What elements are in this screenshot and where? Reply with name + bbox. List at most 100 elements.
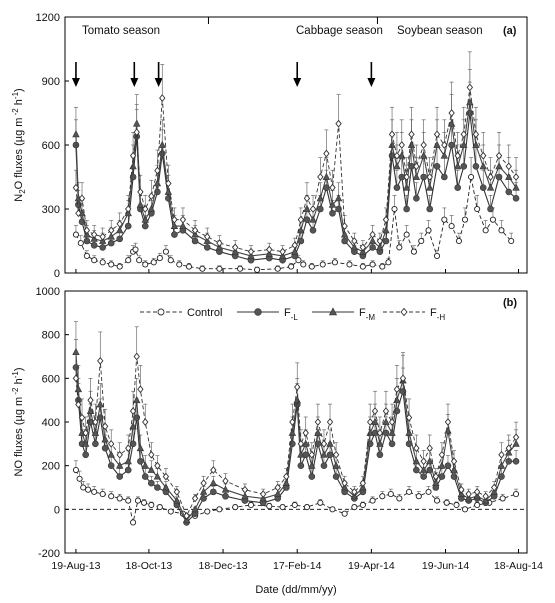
data-point (130, 519, 137, 526)
data-point (157, 308, 165, 316)
data-point (316, 194, 325, 202)
x-tick-label: 18-Dec-13 (199, 560, 248, 572)
data-point (371, 407, 379, 415)
data-point (320, 439, 328, 448)
data-point (359, 501, 366, 509)
legend-label: F-M (359, 307, 375, 322)
legend-item: Control (140, 307, 222, 319)
data-point (133, 352, 140, 361)
data-point (495, 173, 503, 181)
data-point (85, 486, 92, 493)
x-tick-label: 19-Aug-13 (51, 560, 100, 572)
data-point (142, 205, 149, 213)
data-point (425, 227, 432, 234)
data-point (108, 493, 115, 500)
data-point (289, 418, 296, 426)
data-point (413, 195, 420, 202)
panel-b-tag: (b) (503, 297, 517, 309)
data-point (200, 479, 207, 488)
data-point (183, 511, 190, 520)
data-point (426, 183, 434, 191)
data-point (82, 429, 89, 437)
data-point (72, 466, 79, 474)
data-point (309, 215, 317, 223)
data-point (78, 194, 86, 203)
data-point (297, 462, 305, 469)
data-point (129, 407, 137, 415)
data-point (154, 166, 161, 175)
data-point (388, 428, 396, 436)
panel-a-tag: (a) (503, 25, 517, 37)
data-point (191, 505, 199, 513)
data-point (97, 356, 104, 365)
data-point (319, 261, 326, 268)
x-tick-label: 19-Apr-14 (348, 560, 395, 572)
data-point (129, 422, 137, 430)
data-point (497, 461, 506, 469)
series-line (75, 356, 517, 518)
data-point (376, 237, 384, 245)
season-label-cabbage: Cabbage season (296, 25, 383, 37)
data-point (108, 439, 115, 448)
data-point (125, 497, 132, 504)
data-point (402, 183, 411, 191)
data-point (433, 252, 441, 259)
data-point (482, 227, 489, 234)
data-point (465, 490, 472, 498)
data-point (282, 478, 290, 487)
series-f-h (72, 326, 520, 520)
data-point (438, 450, 446, 459)
data-point (512, 195, 520, 202)
data-point (288, 263, 295, 270)
y-tick-label: 900 (42, 76, 60, 88)
x-tick-labels: 19-Aug-13 18-Oct-13 18-Dec-13 17-Feb-14 19-A… (51, 560, 543, 572)
season-label-soybean: Soybean season (397, 25, 483, 37)
data-point (455, 237, 462, 245)
data-point (75, 209, 82, 218)
data-point (159, 94, 166, 102)
data-point (486, 183, 495, 191)
data-point (505, 444, 512, 453)
x-axis-label: Date (dd/mm/yy) (255, 584, 336, 596)
data-point (274, 489, 282, 497)
data-point (309, 205, 317, 213)
data-point (154, 484, 161, 491)
data-point (116, 220, 123, 228)
data-point (108, 261, 115, 268)
data-point (171, 231, 178, 238)
data-point (297, 439, 305, 448)
data-point (293, 395, 301, 404)
data-point (388, 440, 396, 448)
data-point (199, 487, 208, 495)
data-point (405, 413, 413, 422)
data-point (295, 257, 302, 264)
data-point (388, 418, 396, 426)
data-point (489, 216, 497, 223)
data-point (274, 483, 281, 492)
data-point (129, 162, 137, 170)
data-point (72, 231, 79, 238)
panel-b-series (72, 321, 520, 526)
data-point (209, 478, 218, 487)
data-point (133, 128, 140, 137)
panel-b-y-ticks: -200 0 200 400 600 800 1000 (36, 286, 69, 560)
data-point (369, 497, 376, 504)
data-point (393, 151, 401, 160)
data-point (179, 215, 187, 224)
data-point (508, 237, 515, 245)
y-tick-label: 1000 (36, 286, 60, 298)
data-point (418, 237, 425, 245)
data-point (136, 257, 143, 264)
data-point (480, 151, 487, 160)
data-point (171, 215, 178, 224)
panel-a-x-ticks (75, 269, 519, 273)
data-point (247, 501, 255, 509)
data-point (125, 205, 132, 213)
data-point (505, 172, 513, 180)
data-point (216, 506, 223, 513)
data-point (447, 119, 456, 127)
data-point (512, 433, 520, 442)
series-control (72, 460, 520, 526)
data-point (472, 130, 480, 139)
